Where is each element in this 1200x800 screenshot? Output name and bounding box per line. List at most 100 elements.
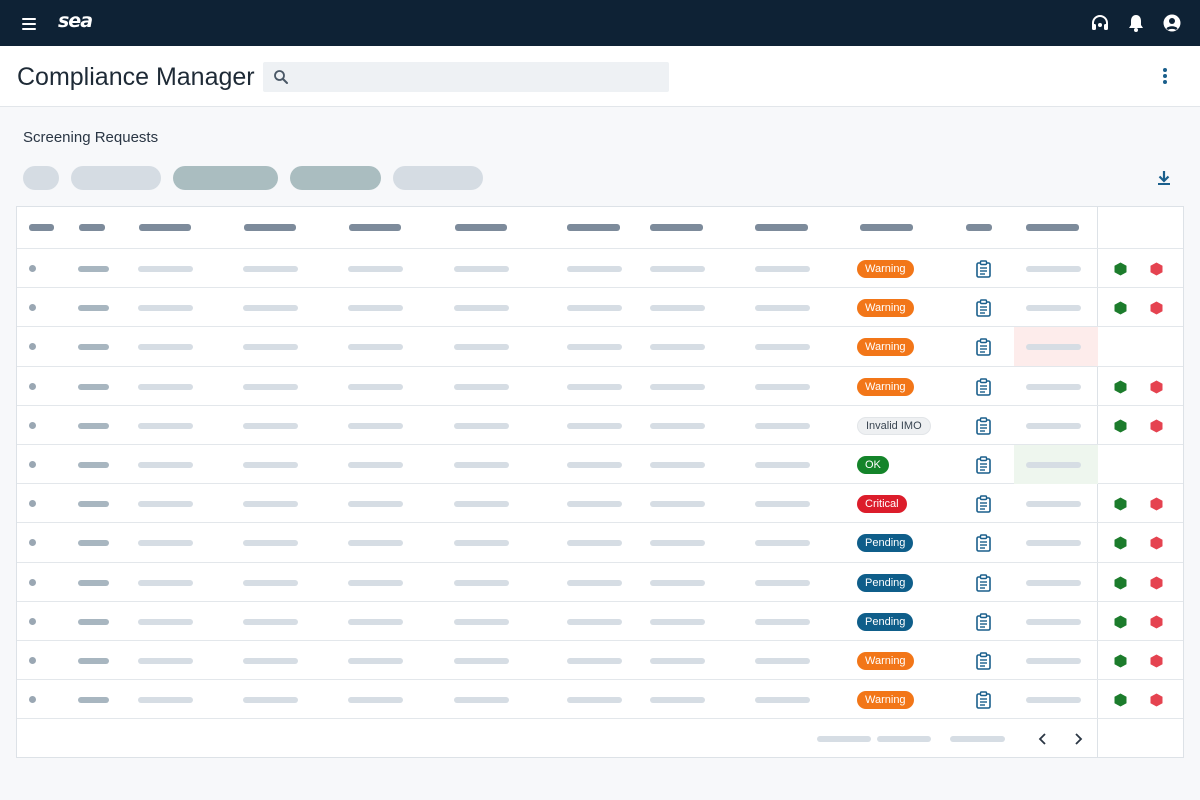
chevron-left-icon[interactable] [1035,731,1051,747]
cell-placeholder [755,462,810,468]
bell-icon[interactable] [1126,13,1146,33]
top-app-bar: sea [0,0,1200,46]
column-header[interactable] [1026,224,1079,231]
cell-placeholder [78,501,109,508]
cell-placeholder [78,344,109,351]
green-hexagon-icon[interactable] [1114,419,1127,433]
cell-placeholder [567,462,622,468]
menu-icon[interactable] [19,14,39,32]
filter-chip[interactable] [393,166,483,190]
cell-placeholder [755,383,810,390]
cell-placeholder [650,658,705,664]
clipboard-icon[interactable] [975,652,992,670]
cell-placeholder [567,422,622,429]
column-header[interactable] [139,224,191,231]
red-hexagon-icon[interactable] [1150,497,1163,511]
clipboard-icon[interactable] [975,377,992,396]
red-hexagon-icon[interactable] [1150,615,1163,629]
cell-placeholder [454,266,509,272]
green-hexagon-icon[interactable] [1114,536,1127,550]
green-hexagon-icon[interactable] [1114,301,1127,315]
table-row[interactable]: Critical [17,484,1183,524]
table-row[interactable]: Warning [17,367,1183,406]
status-badge: OK [857,456,889,474]
cell-placeholder [567,618,622,625]
red-hexagon-icon[interactable] [1150,654,1163,668]
cell-placeholder [650,344,705,351]
red-hexagon-icon[interactable] [1150,301,1163,315]
clipboard-icon[interactable] [975,691,992,709]
pagination-text [877,736,931,742]
clipboard-icon[interactable] [975,534,992,553]
red-hexagon-icon[interactable] [1150,419,1163,433]
clipboard-icon[interactable] [975,456,992,474]
table-row[interactable]: OK [17,445,1183,485]
table-row[interactable]: Warning [17,641,1183,681]
cell-placeholder [650,462,705,468]
column-header[interactable] [455,224,507,231]
table-row[interactable]: Pending [17,563,1183,602]
red-hexagon-icon[interactable] [1150,576,1163,590]
column-header[interactable] [966,224,992,231]
column-header[interactable] [567,224,620,231]
green-hexagon-icon[interactable] [1114,380,1127,394]
column-header[interactable] [244,224,296,231]
clipboard-icon[interactable] [975,417,992,435]
table-row[interactable]: Pending [17,523,1183,563]
column-header[interactable] [349,224,401,231]
chevron-right-icon[interactable] [1070,731,1086,747]
clipboard-icon[interactable] [975,613,992,631]
table-row[interactable]: Pending [17,602,1183,641]
cell-placeholder [755,579,810,586]
red-hexagon-icon[interactable] [1150,380,1163,394]
cell-placeholder [78,540,109,547]
red-hexagon-icon[interactable] [1150,262,1163,276]
headset-icon[interactable] [1090,13,1110,33]
green-hexagon-icon[interactable] [1114,654,1127,668]
search-box[interactable] [263,62,669,92]
green-hexagon-icon[interactable] [1114,576,1127,590]
status-badge: Warning [857,299,914,318]
column-header[interactable] [860,224,913,231]
cell-placeholder [138,462,193,468]
green-hexagon-icon[interactable] [1114,497,1127,511]
cell-placeholder [243,540,298,547]
table-row[interactable]: Warning [17,327,1183,367]
app-logo[interactable]: sea [58,10,93,32]
cell-placeholder [78,305,109,312]
clipboard-icon[interactable] [975,260,992,278]
cell-placeholder [138,422,193,429]
clipboard-icon[interactable] [975,495,992,513]
cell-placeholder [138,579,193,586]
filter-chip-active[interactable] [290,166,381,190]
table-row[interactable]: Warning [17,680,1183,720]
clipboard-icon[interactable] [975,338,992,357]
green-hexagon-icon[interactable] [1114,262,1127,276]
more-vert-icon[interactable] [1155,66,1175,86]
cell-placeholder [650,501,705,508]
cell-placeholder [1026,618,1081,625]
column-header[interactable] [755,224,808,231]
filter-chip[interactable] [71,166,161,190]
table-row[interactable]: Warning [17,288,1183,328]
table-row[interactable]: Warning [17,249,1183,289]
account-circle-icon[interactable] [1162,13,1182,33]
clipboard-icon[interactable] [975,573,992,592]
red-hexagon-icon[interactable] [1150,536,1163,550]
download-icon[interactable] [1154,168,1174,188]
green-hexagon-icon[interactable] [1114,615,1127,629]
search-input[interactable] [299,62,659,92]
cell-placeholder [348,266,403,272]
filter-chip-active[interactable] [173,166,278,190]
green-hexagon-icon[interactable] [1114,693,1127,707]
cell-placeholder [755,501,810,508]
cell-placeholder [348,344,403,351]
table-row[interactable]: Invalid IMO [17,406,1183,445]
column-header[interactable] [29,224,54,231]
clipboard-icon[interactable] [975,299,992,317]
column-header[interactable] [650,224,703,231]
red-hexagon-icon[interactable] [1150,693,1163,707]
column-header[interactable] [79,224,105,231]
cell-placeholder [755,344,810,351]
filter-chip[interactable] [23,166,59,190]
